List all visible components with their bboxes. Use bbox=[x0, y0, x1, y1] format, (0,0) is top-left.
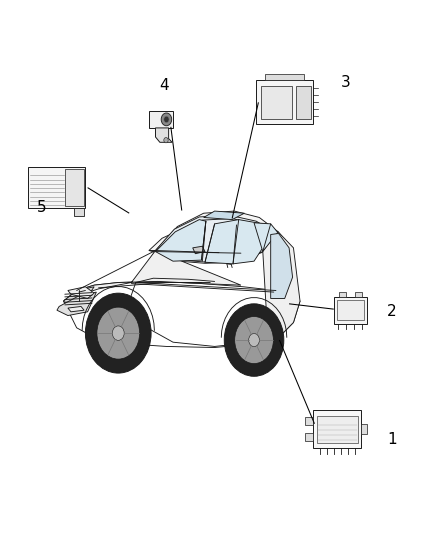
Text: 2: 2 bbox=[387, 304, 397, 319]
Polygon shape bbox=[68, 306, 84, 312]
Polygon shape bbox=[155, 128, 172, 142]
Bar bbox=[361, 424, 367, 434]
Circle shape bbox=[97, 307, 140, 359]
Bar bbox=[66, 169, 84, 206]
Text: 3: 3 bbox=[341, 75, 351, 90]
Circle shape bbox=[235, 317, 273, 364]
Polygon shape bbox=[254, 223, 279, 252]
Bar bbox=[256, 80, 313, 124]
Bar bbox=[339, 292, 346, 297]
Text: 1: 1 bbox=[387, 432, 397, 447]
Text: 4: 4 bbox=[159, 78, 169, 93]
Circle shape bbox=[164, 116, 169, 123]
Circle shape bbox=[85, 293, 151, 373]
Bar bbox=[355, 292, 362, 297]
Bar bbox=[317, 416, 358, 443]
Bar bbox=[261, 86, 292, 119]
Bar bbox=[265, 74, 304, 80]
Polygon shape bbox=[205, 220, 271, 264]
Bar bbox=[74, 208, 84, 216]
Polygon shape bbox=[68, 287, 94, 298]
Polygon shape bbox=[149, 211, 278, 251]
Polygon shape bbox=[64, 287, 94, 309]
Polygon shape bbox=[193, 246, 205, 254]
Polygon shape bbox=[149, 215, 276, 262]
Polygon shape bbox=[263, 232, 300, 336]
Polygon shape bbox=[64, 251, 241, 301]
Bar bbox=[28, 167, 85, 208]
Polygon shape bbox=[271, 233, 293, 298]
Polygon shape bbox=[155, 220, 206, 261]
Circle shape bbox=[249, 334, 259, 346]
Bar bbox=[149, 111, 173, 128]
Polygon shape bbox=[204, 211, 244, 220]
Bar bbox=[305, 433, 313, 441]
Bar bbox=[296, 86, 311, 119]
Circle shape bbox=[161, 113, 172, 126]
Bar bbox=[336, 300, 364, 320]
Circle shape bbox=[112, 326, 124, 341]
FancyBboxPatch shape bbox=[313, 410, 361, 448]
Polygon shape bbox=[57, 292, 96, 316]
Text: 5: 5 bbox=[37, 200, 46, 215]
Bar bbox=[334, 297, 367, 324]
Circle shape bbox=[164, 138, 168, 143]
Circle shape bbox=[224, 304, 284, 376]
Bar bbox=[305, 417, 313, 425]
